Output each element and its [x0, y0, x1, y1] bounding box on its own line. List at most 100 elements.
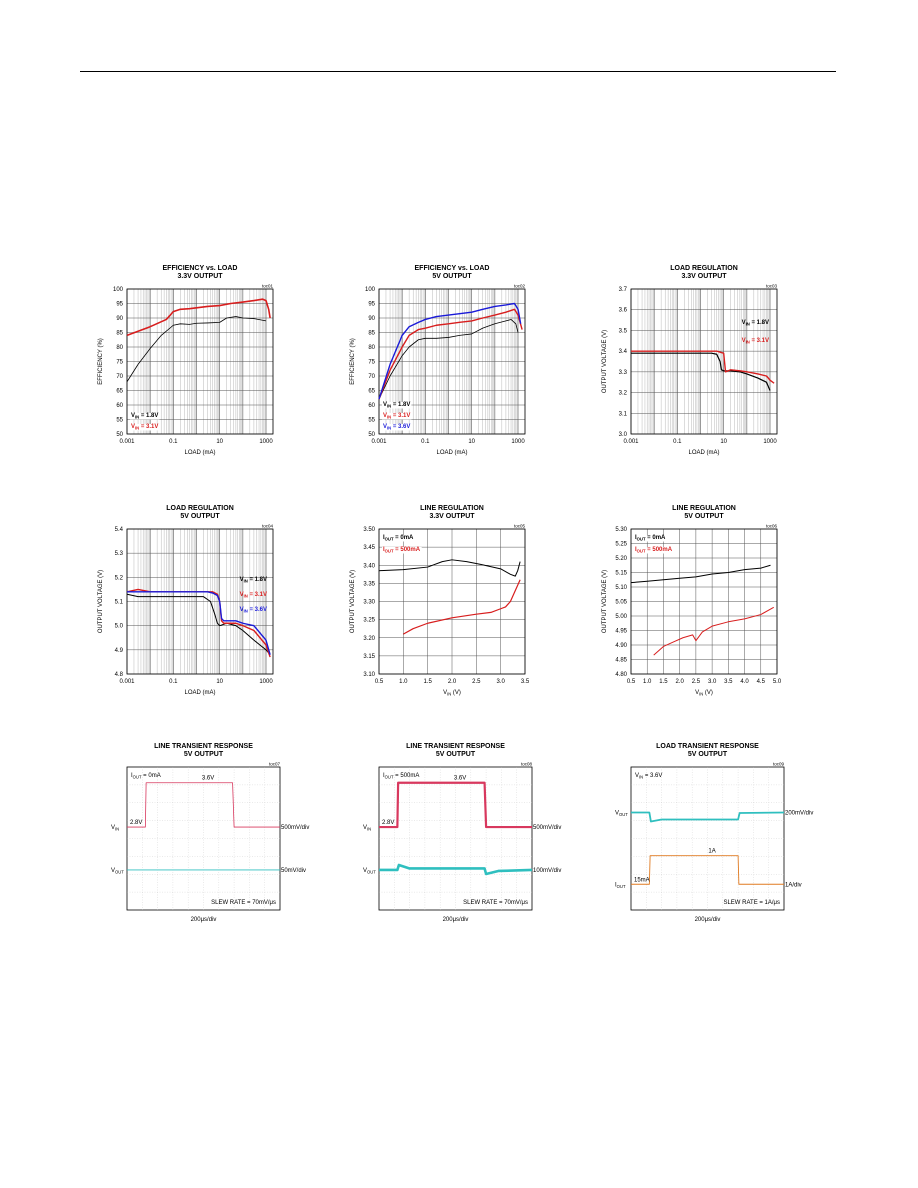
- legend-entry: VIN = 3.1V: [742, 338, 769, 345]
- plot-frame: [378, 288, 526, 435]
- trace-channel-label: VOUT: [111, 868, 124, 875]
- scope-code: toc09: [773, 762, 785, 767]
- y-tick-label: 3.20: [363, 636, 375, 642]
- chart-code: toc04: [262, 524, 274, 529]
- scope-trace: [127, 782, 280, 828]
- trace-low-level: 2.8V: [382, 820, 394, 826]
- y-tick-label: 3.0: [619, 432, 628, 438]
- plot-frame: [630, 528, 778, 675]
- legend-entry: VIN = 3.1V: [240, 592, 267, 599]
- y-tick-label: 4.80: [615, 672, 627, 678]
- scope-trace: [379, 863, 533, 876]
- y-tick-label: 5.4: [115, 527, 124, 533]
- y-tick-label: 3.10: [363, 672, 375, 678]
- y-tick-label: 4.8: [115, 672, 124, 678]
- legend-bg: [382, 535, 416, 542]
- y-tick-label: 3.30: [363, 600, 375, 606]
- legend-entry: IOUT = 0mA: [635, 535, 666, 542]
- y-tick-label: 3.1: [619, 411, 628, 417]
- x-tick-label: 0.001: [119, 439, 135, 445]
- trace-low-level: 15mA: [634, 877, 650, 883]
- x-tick-label: 1000: [259, 439, 273, 445]
- y-tick-label: 3.50: [363, 527, 375, 533]
- x-tick-label: 1.0: [399, 679, 408, 685]
- y-tick-label: 70: [116, 374, 123, 380]
- x-tick-label: 0.1: [421, 439, 430, 445]
- series-line: [630, 564, 771, 584]
- x-tick-label: 2.0: [448, 679, 457, 685]
- y-tick-label: 70: [368, 374, 375, 380]
- x-tick-label: 1.5: [423, 679, 432, 685]
- plot-frame: [126, 288, 274, 435]
- x-tick-label: 10: [216, 439, 223, 445]
- y-tick-label: 50: [368, 432, 375, 438]
- chart-subtitle: 3.3V OUTPUT: [681, 273, 727, 280]
- y-tick-label: 100: [365, 287, 376, 293]
- x-tick-label: 1000: [259, 679, 273, 685]
- scope-footer: SLEW RATE = 70mV/μs: [463, 900, 528, 906]
- trace-scale-label: 50mV/div: [281, 868, 306, 874]
- x-tick-label: 0.001: [623, 439, 639, 445]
- legend-entry: IOUT = 0mA: [383, 535, 414, 542]
- scope-code: toc07: [269, 762, 281, 767]
- series-line: [378, 308, 523, 400]
- chart-title: LOAD REGULATION: [166, 505, 234, 512]
- y-tick-label: 55: [368, 418, 375, 424]
- chart-title: LOAD REGULATION: [670, 265, 738, 272]
- trace-channel-label: IOUT: [615, 882, 626, 889]
- scope-footer: SLEW RATE = 70mV/μs: [211, 900, 276, 906]
- series-line: [631, 352, 771, 391]
- y-tick-label: 5.1: [115, 600, 124, 606]
- x-tick-label: 10: [216, 679, 223, 685]
- x-tick-label: 0.1: [169, 439, 178, 445]
- y-axis-label: OUTPUT VOLTAGE (V): [602, 570, 608, 633]
- x-tick-label: 0.001: [371, 439, 387, 445]
- y-tick-label: 5.15: [615, 571, 627, 577]
- trace-channel-label: VOUT: [363, 868, 376, 875]
- y-tick-label: 80: [368, 345, 375, 351]
- x-tick-label: 2.5: [692, 679, 701, 685]
- y-tick-label: 5.05: [615, 600, 627, 606]
- y-axis-label: OUTPUT VOLTAGE (V): [602, 330, 608, 393]
- legend-bg: [130, 424, 160, 431]
- y-tick-label: 95: [116, 302, 123, 308]
- x-tick-label: 1.5: [659, 679, 668, 685]
- trace-scale-label: 500mV/div: [533, 825, 561, 831]
- x-tick-label: 4.0: [740, 679, 749, 685]
- scope-title: LINE TRANSIENT RESPONSE: [154, 743, 253, 750]
- chart-line-regulation-5v: LINE REGULATION 5V OUTPUT toc06 0.5 1.0 1.5 2.…: [594, 502, 810, 702]
- x-tick-label: 3.0: [496, 679, 505, 685]
- series-line: [378, 559, 521, 577]
- y-tick-label: 100: [113, 287, 124, 293]
- y-tick-label: 3.3: [619, 370, 628, 376]
- x-tick-label: 5.0: [773, 679, 782, 685]
- y-tick-label: 3.4: [619, 349, 628, 355]
- chart-title: LINE REGULATION: [672, 505, 736, 512]
- chart-line-regulation-3v3: LINE REGULATION 3.3V OUTPUT toc05 0.5 1.0 1.5…: [342, 502, 558, 702]
- scope-subtitle: 5V OUTPUT: [436, 751, 476, 758]
- x-tick-label: 0.001: [119, 679, 135, 685]
- chart-title: LINE REGULATION: [420, 505, 484, 512]
- y-tick-label: 5.25: [615, 542, 627, 548]
- trace-scale-label: 100mV/div: [533, 868, 561, 874]
- chart-code: toc01: [262, 284, 274, 289]
- y-tick-label: 55: [116, 418, 123, 424]
- trace-channel-label: VOUT: [615, 810, 628, 817]
- y-tick-label: 80: [116, 345, 123, 351]
- series-line: [126, 316, 267, 383]
- scope-header: IOUT = 0mA: [131, 773, 161, 780]
- x-tick-label: 10: [468, 439, 475, 445]
- y-tick-label: 90: [116, 316, 123, 322]
- y-tick-label: 3.2: [619, 391, 628, 397]
- scope-header: VIN = 3.6V: [635, 773, 662, 780]
- x-tick-label: 3.0: [708, 679, 717, 685]
- y-tick-label: 3.6: [619, 308, 628, 314]
- chart-efficiency-3v3: EFFICIENCY vs. LOAD 3.3V OUTPUT toc01 0.001…: [90, 262, 306, 462]
- y-tick-label: 5.10: [615, 585, 627, 591]
- chart-title: EFFICIENCY vs. LOAD: [163, 265, 238, 272]
- x-tick-label: 10: [720, 439, 727, 445]
- x-tick-label: 2.0: [675, 679, 684, 685]
- legend-entry: VIN = 3.1V: [383, 413, 410, 420]
